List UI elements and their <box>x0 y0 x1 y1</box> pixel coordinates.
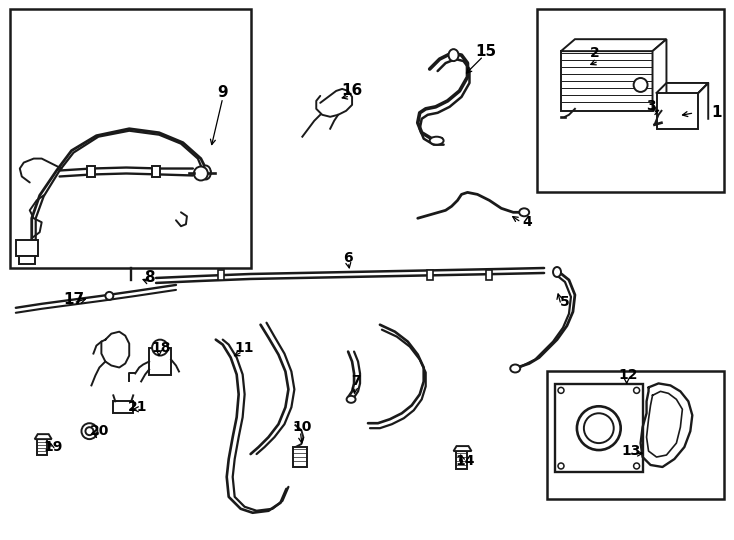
Text: 16: 16 <box>341 83 363 98</box>
Circle shape <box>152 340 168 355</box>
Bar <box>149 348 171 375</box>
Ellipse shape <box>553 267 561 277</box>
Circle shape <box>633 78 647 92</box>
Bar <box>113 401 133 413</box>
Text: 4: 4 <box>523 215 532 230</box>
Circle shape <box>201 167 211 178</box>
Text: 13: 13 <box>621 444 640 458</box>
Text: 17: 17 <box>63 292 84 307</box>
Circle shape <box>584 413 614 443</box>
Polygon shape <box>561 39 666 51</box>
Text: 5: 5 <box>560 295 570 309</box>
Text: 1: 1 <box>711 105 722 120</box>
Polygon shape <box>653 39 666 111</box>
Text: 15: 15 <box>475 44 496 59</box>
Bar <box>218 270 224 280</box>
Bar <box>487 270 493 280</box>
Circle shape <box>194 166 208 180</box>
Circle shape <box>633 387 639 393</box>
Text: 20: 20 <box>90 424 109 438</box>
Text: 2: 2 <box>590 46 600 60</box>
Circle shape <box>558 387 564 393</box>
Text: 11: 11 <box>235 341 255 355</box>
Circle shape <box>106 292 113 300</box>
Circle shape <box>558 463 564 469</box>
Text: 6: 6 <box>344 251 353 265</box>
Text: 10: 10 <box>293 420 312 434</box>
Bar <box>656 93 698 129</box>
Bar <box>152 166 160 178</box>
Text: 12: 12 <box>619 368 639 382</box>
Text: 21: 21 <box>128 400 147 414</box>
Circle shape <box>633 463 639 469</box>
Bar <box>537 9 724 192</box>
Text: 18: 18 <box>151 341 171 355</box>
Bar <box>555 384 642 472</box>
Circle shape <box>85 427 93 435</box>
Circle shape <box>81 423 98 439</box>
Bar <box>547 372 724 499</box>
Polygon shape <box>454 446 471 451</box>
Ellipse shape <box>519 208 529 217</box>
Text: 7: 7 <box>352 374 361 388</box>
Text: 19: 19 <box>44 440 63 454</box>
Bar <box>456 451 468 469</box>
Text: 8: 8 <box>144 271 154 286</box>
Bar <box>426 270 432 280</box>
Bar <box>561 51 653 111</box>
Bar <box>16 240 37 256</box>
Bar <box>37 439 47 455</box>
Text: 14: 14 <box>456 454 475 468</box>
Bar <box>19 256 34 264</box>
Circle shape <box>577 406 621 450</box>
Text: 3: 3 <box>646 99 655 113</box>
Ellipse shape <box>201 166 211 179</box>
Bar <box>10 9 250 268</box>
Text: 9: 9 <box>217 85 228 100</box>
Ellipse shape <box>429 137 443 145</box>
Ellipse shape <box>448 49 459 61</box>
Ellipse shape <box>346 396 355 403</box>
Bar <box>294 447 308 467</box>
Bar <box>87 166 95 178</box>
Polygon shape <box>34 434 51 439</box>
Ellipse shape <box>510 364 520 373</box>
